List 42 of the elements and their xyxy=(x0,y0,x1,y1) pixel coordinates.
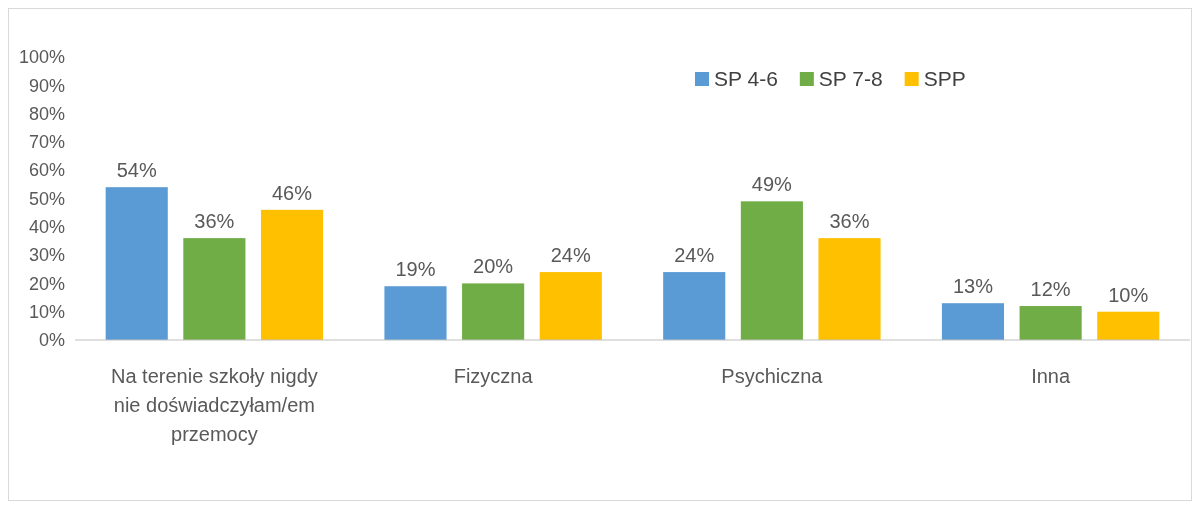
y-tick-label: 100% xyxy=(18,47,65,68)
x-tick-label: Psychiczna xyxy=(721,365,824,387)
text: 49% xyxy=(751,173,792,196)
x-tick-label: Na terenie szkoły nigdy nie doświadczyłam/em przemocy xyxy=(110,365,318,445)
bar xyxy=(539,272,602,340)
text: 19% xyxy=(395,258,436,281)
text: 54% xyxy=(116,159,157,182)
bar xyxy=(740,201,803,340)
y-tick-label: 90% xyxy=(28,75,65,96)
bar xyxy=(105,187,168,340)
y-tick-label: 10% xyxy=(28,301,65,322)
bar xyxy=(1019,306,1082,340)
y-tick-label: 50% xyxy=(28,188,65,209)
bar xyxy=(1097,311,1160,340)
legend-label: SPP xyxy=(923,67,966,90)
bar xyxy=(941,303,1005,340)
bar xyxy=(818,238,881,340)
text: 20% xyxy=(473,255,514,278)
x-tick-label: Fizyczna xyxy=(453,365,534,387)
y-tick-label: 80% xyxy=(28,103,65,124)
y-tick-label: 40% xyxy=(28,217,65,238)
text: 13% xyxy=(952,275,993,298)
y-tick-label: 30% xyxy=(28,245,65,266)
bar xyxy=(462,283,525,340)
x-tick-label: Inna xyxy=(1031,365,1071,387)
text: 36% xyxy=(194,210,235,233)
text: 36% xyxy=(829,210,870,233)
text: 24% xyxy=(674,244,715,267)
y-tick-label: 20% xyxy=(28,273,65,294)
bar xyxy=(260,209,324,340)
text: 46% xyxy=(272,181,313,204)
bar xyxy=(663,272,726,340)
y-tick-label: 70% xyxy=(28,132,65,153)
text: 12% xyxy=(1030,278,1071,301)
y-tick-label: 60% xyxy=(28,160,65,181)
legend-label: SP 4-6 xyxy=(714,67,778,90)
bar xyxy=(384,286,447,340)
text: 24% xyxy=(550,244,591,267)
text: 10% xyxy=(1108,283,1149,306)
bar xyxy=(183,238,246,340)
y-tick-label: 0% xyxy=(38,330,65,351)
legend-label: SP 7-8 xyxy=(818,67,883,90)
